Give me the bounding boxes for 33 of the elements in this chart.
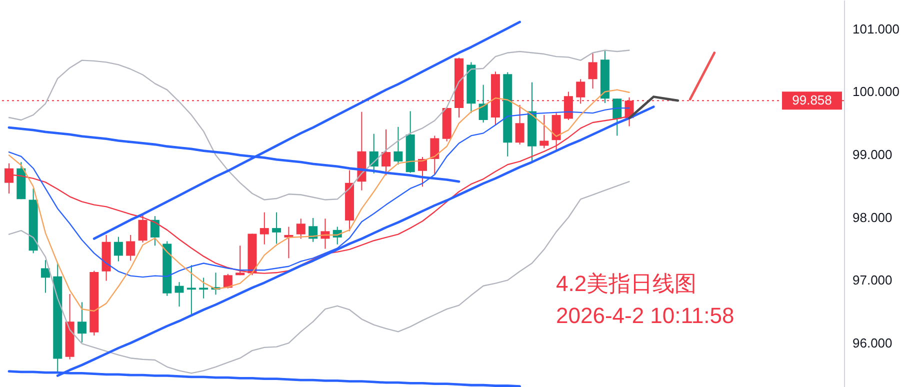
y-tick-label: 100.000 [852,84,900,100]
candlestick [540,114,549,149]
y-tick-label: 101.000 [852,21,900,36]
candlestick [186,264,196,315]
candlestick [612,98,622,136]
y-tick-label: 98.000 [852,210,892,225]
candlestick [174,282,184,308]
candlestick [40,260,50,294]
candlestick [515,104,524,145]
candlestick [418,156,427,188]
line-series [8,50,630,200]
candlestick [394,126,403,166]
y-tick-label: 99.000 [852,147,892,162]
ref-line-label: 99.858 [792,92,832,108]
candlestick [260,212,269,245]
candlestick [272,212,282,244]
candlestick [223,273,232,289]
candlestick [199,277,208,299]
candlestick [296,218,306,240]
candlestick [382,128,391,176]
annotation: 2026-4-2 10:11:58 [556,303,734,328]
candlestick [126,234,136,262]
candlestick [430,135,440,175]
y-tick-label: 97.000 [852,272,892,288]
candlestick [478,84,488,124]
candlestick [114,236,123,262]
candlestick [150,216,160,246]
candlestick [588,52,598,90]
candlestick [77,302,86,343]
y-tick-label: 96.000 [852,336,892,351]
candlestick [138,214,148,244]
candlestick [308,218,318,242]
annotation: 4.2美指日线图 [556,271,697,296]
